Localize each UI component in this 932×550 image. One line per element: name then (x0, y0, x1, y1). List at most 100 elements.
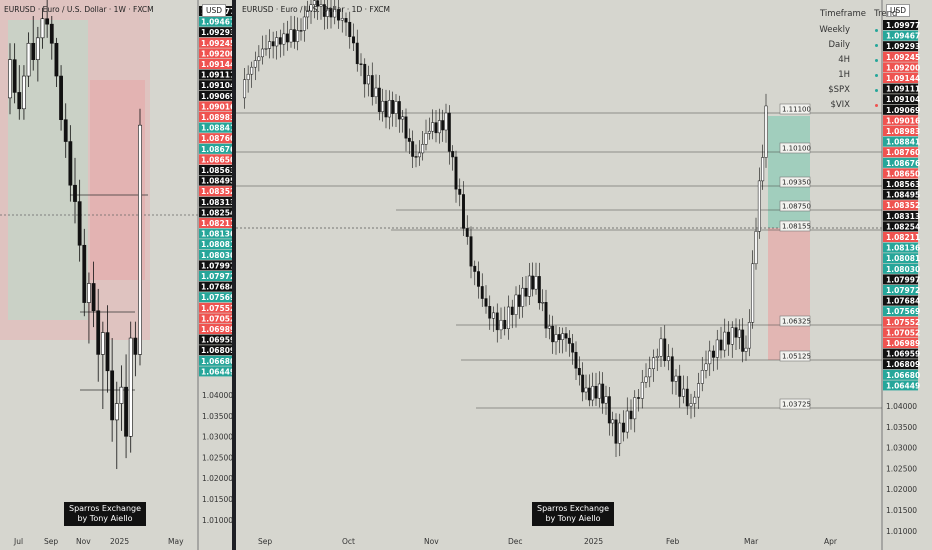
candle-body (306, 10, 310, 18)
candle-body (243, 79, 247, 99)
candle-body (374, 87, 378, 98)
price-label: 1.08650 (201, 155, 232, 164)
candle-body (764, 105, 768, 158)
candle-body (87, 283, 91, 303)
candle-body (119, 386, 124, 404)
candle-body (417, 152, 421, 158)
candle-body (316, 0, 320, 7)
daily-symbol-title: EURUSD · Euro / U.S. Dollar · 1D · FXCM (242, 5, 390, 14)
trend-status-dot (875, 104, 878, 107)
weekly-chart-pane[interactable]: 1.099771.094671.092931.092451.092001.091… (0, 0, 232, 550)
axis-tick-label: 1.01000 (202, 516, 232, 525)
candle-body (397, 101, 401, 120)
price-label-bg (883, 83, 918, 94)
trend-row-label: $SPX (828, 85, 850, 95)
price-label: 1.09069 (201, 92, 232, 101)
currency-label-left[interactable]: USD (202, 4, 227, 17)
candle-body (507, 306, 510, 329)
trend-status-dot (875, 74, 878, 77)
axis-tick-label: 1.03000 (202, 433, 232, 442)
x-tick-label: Sep (44, 537, 58, 546)
candle-body (319, 4, 323, 7)
price-label: 1.08352 (886, 201, 920, 210)
candle-body (105, 332, 110, 372)
candle-body (434, 122, 438, 134)
candle-body (659, 338, 663, 357)
candle-body (741, 329, 745, 352)
candle-body (355, 42, 359, 65)
price-label: 1.07997 (201, 261, 232, 270)
level-label: 1.09350 (782, 179, 811, 187)
price-label-bg (883, 94, 918, 105)
price-label: 1.08313 (201, 198, 232, 207)
price-label: 1.07569 (886, 307, 920, 316)
candle-body (352, 36, 355, 44)
price-label-bg (199, 313, 232, 324)
candle-body (278, 37, 282, 45)
candle-body (581, 374, 585, 393)
candle-body (591, 385, 595, 401)
candle-body (370, 75, 374, 98)
candle-body (359, 63, 363, 65)
candle-body (329, 8, 333, 18)
candle-body (326, 8, 330, 17)
price-label-bg (199, 27, 232, 38)
price-label: 1.06680 (201, 357, 232, 366)
price-label-bg (199, 281, 232, 292)
candle-body (510, 306, 514, 315)
price-label: 1.08313 (886, 212, 920, 221)
candle-body (547, 325, 551, 329)
price-label: 1.08352 (201, 187, 232, 196)
candle-body (381, 100, 385, 112)
price-label-bg (883, 62, 918, 73)
brand-line2-right: by Tony Aiello (545, 514, 601, 523)
candle-body (551, 325, 555, 343)
price-label: 1.06989 (886, 339, 920, 348)
candle-body (404, 116, 408, 139)
candle-body (618, 422, 622, 444)
candle-body (96, 310, 101, 355)
candle-body (678, 375, 682, 397)
level-label-box (779, 142, 811, 154)
candle-body (503, 319, 507, 329)
price-label: 1.09245 (886, 53, 920, 62)
candle-body (644, 376, 648, 383)
level-label: 1.08750 (782, 203, 811, 211)
daily-chart-svg: 1.11100 1.10100 1.09350 1.08750 1.08155 1.063… (236, 0, 920, 550)
price-label-bg (883, 295, 918, 306)
price-label-bg (199, 59, 232, 69)
candle-body (322, 4, 326, 17)
price-label-bg (883, 274, 918, 285)
level-label: 1.05125 (782, 353, 811, 361)
daily-chart-pane[interactable]: 1.11100 1.10100 1.09350 1.08750 1.08155 1.063… (236, 0, 932, 550)
price-label-bg (199, 175, 232, 186)
candle-body (340, 18, 344, 21)
price-label: 1.08211 (201, 219, 232, 228)
axis-tick-label: 1.02500 (886, 464, 917, 473)
bg-zone-red-2 (90, 80, 145, 280)
candle-body (477, 271, 480, 287)
candle-body (757, 180, 761, 232)
candle-body (49, 23, 54, 44)
price-label-bg (883, 200, 918, 211)
x-tick-label: Feb (666, 537, 680, 546)
currency-label-right[interactable]: USD (886, 4, 911, 17)
candle-body (534, 276, 538, 290)
candle-body (377, 87, 381, 112)
candle-body (597, 383, 601, 399)
price-label-bg (199, 292, 232, 303)
candle-body (114, 403, 119, 421)
candle-body (751, 263, 755, 323)
price-label-bg (883, 380, 918, 391)
candle-body (451, 151, 455, 158)
candle-body (655, 356, 659, 358)
header-trend: Trend (874, 9, 898, 19)
candle-body (309, 4, 313, 12)
candle-body (495, 312, 499, 331)
price-label: 1.08030 (886, 265, 920, 274)
price-label-bg (199, 112, 232, 122)
candle-body (629, 410, 633, 420)
brand-badge-left: Sparros Exchange by Tony Aiello (64, 502, 147, 526)
price-label-bg (883, 210, 918, 221)
brand-line1-right: Sparros Exchange (537, 504, 610, 513)
